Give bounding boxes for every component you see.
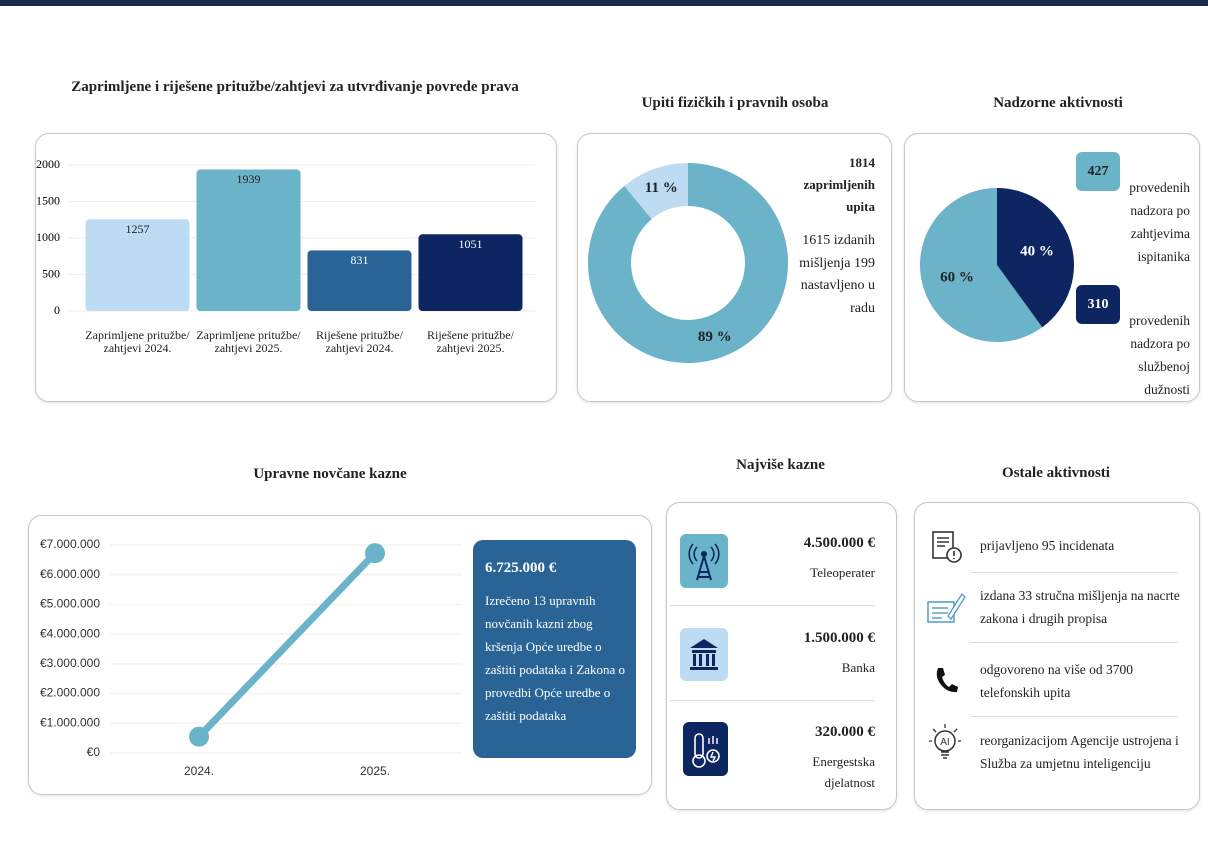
pie-title: Nadzorne aktivnosti [993,95,1123,111]
callout-text: Izrečeno 13 upravnih novčanih kazni zbog… [485,593,626,723]
callout [473,540,636,758]
y-tick-label: 1500 [36,193,60,207]
point [189,726,209,747]
fine-sector: Banka [841,660,875,675]
telecom-icon [680,534,728,588]
separator [970,572,1178,573]
fine-sector: Energestska djelatnost [812,754,875,790]
point [365,543,385,564]
incident-icon [932,531,962,563]
slice-label: 40 % [1020,243,1054,259]
activity-text: izdana 33 stručna mišljenja na nacrte za… [980,588,1180,626]
activity-text: prijavljeno 95 incidenata [980,538,1115,553]
y-tick-label: €2.000.000 [40,686,100,700]
count-badge: 310 [1076,285,1120,324]
separator [670,605,875,606]
phone-icon [936,668,958,693]
y-tick-label: €5.000.000 [40,597,100,611]
slice [997,188,1075,328]
separator [970,716,1178,717]
line [196,550,378,740]
line-title: Upravne novčane kazne [253,466,407,482]
ai-icon: AI [929,724,961,759]
bar-value: 1051 [459,237,483,251]
legend-text: provedenih nadzora po zahtjevima ispitan… [1129,180,1190,264]
opinion-icon [927,592,966,623]
separator [670,700,875,701]
bank-icon [680,628,728,681]
x-tick-label: Zaprimljene pritužbe/ zahtjevi 2025. [196,328,301,355]
activity-text: odgovoreno na više od 3700 telefonskih u… [980,662,1133,700]
slice-label: 11 % [645,180,678,196]
donut-annotation: 1615 izdanih mišljenja 199 nastavljeno u… [799,233,875,316]
bar [307,250,412,311]
slice [588,163,788,363]
activities-panel [914,502,1200,810]
legend-text: provedenih nadzora po službenoj dužnosti [1129,313,1190,397]
slice [624,163,688,220]
count-badge: 427 [1076,152,1120,191]
energy-icon [683,722,728,776]
fine-amount: 320.000 € [815,724,875,740]
y-tick-label: 0 [54,303,60,317]
bar [85,219,190,311]
bar-value: 831 [351,253,369,267]
fines-title: Najviše kazne [736,457,825,473]
y-tick-label: €0 [87,745,101,759]
x-tick-label: 2025. [360,764,390,778]
donut-title: Upiti fizičkih i pravnih osoba [641,95,829,111]
top-bar [0,0,1208,6]
slice-label: 60 % [940,269,974,285]
donut-headline: 1814 zaprimljenih upita [803,155,876,214]
bar-value: 1939 [237,172,261,186]
y-tick-label: €7.000.000 [40,537,100,551]
x-tick-label: 2024. [184,764,214,778]
y-tick-label: €6.000.000 [40,567,100,581]
bar [196,169,301,311]
slice [920,188,1043,342]
separator [970,642,1178,643]
y-tick-label: €3.000.000 [40,656,100,670]
svg-text:AI: AI [940,737,949,748]
bar-value: 1257 [126,222,150,236]
slice-label: 89 % [698,329,732,345]
x-tick-label: Zaprimljene pritužbe/ zahtjevi 2024. [85,328,190,355]
fine-amount: 4.500.000 € [803,535,875,551]
y-tick-label: €4.000.000 [40,626,100,640]
bar-title: Zaprimljene i riješene pritužbe/zahtjevi… [71,79,519,95]
x-tick-label: Riješene pritužbe/ zahtjevi 2025. [427,328,514,355]
fine-sector: Teleoperater [810,565,875,580]
y-tick-label: €1.000.000 [40,715,100,729]
y-tick-label: 2000 [36,157,60,171]
y-tick-label: 500 [42,266,60,280]
callout-title: 6.725.000 € [485,560,557,576]
activity-text: reorganizacijom Agencije ustrojena i Slu… [980,733,1179,771]
x-tick-label: Riješene pritužbe/ zahtjevi 2024. [316,328,403,355]
fine-amount: 1.500.000 € [803,630,875,646]
bar [418,234,523,311]
activities-title: Ostale aktivnosti [1002,465,1110,481]
y-tick-label: 1000 [36,230,60,244]
